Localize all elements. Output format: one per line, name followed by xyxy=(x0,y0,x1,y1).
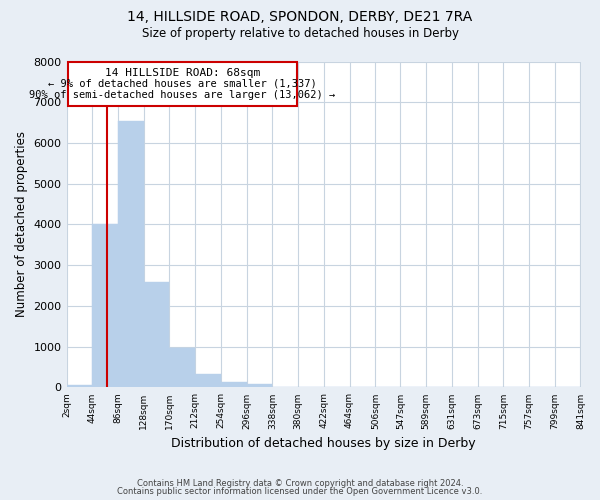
Bar xyxy=(67,385,92,388)
FancyBboxPatch shape xyxy=(68,62,297,106)
Text: Contains public sector information licensed under the Open Government Licence v3: Contains public sector information licen… xyxy=(118,487,482,496)
Bar xyxy=(169,348,195,388)
Bar xyxy=(247,384,272,388)
Text: 14, HILLSIDE ROAD, SPONDON, DERBY, DE21 7RA: 14, HILLSIDE ROAD, SPONDON, DERBY, DE21 … xyxy=(127,10,473,24)
Bar xyxy=(118,120,144,388)
Bar xyxy=(92,224,118,388)
Text: ← 9% of detached houses are smaller (1,337): ← 9% of detached houses are smaller (1,3… xyxy=(48,79,317,89)
Text: 90% of semi-detached houses are larger (13,062) →: 90% of semi-detached houses are larger (… xyxy=(29,90,335,100)
Text: Contains HM Land Registry data © Crown copyright and database right 2024.: Contains HM Land Registry data © Crown c… xyxy=(137,478,463,488)
Text: Size of property relative to detached houses in Derby: Size of property relative to detached ho… xyxy=(142,28,458,40)
Y-axis label: Number of detached properties: Number of detached properties xyxy=(15,132,28,318)
Bar xyxy=(144,282,169,388)
Bar xyxy=(221,382,247,388)
Text: 14 HILLSIDE ROAD: 68sqm: 14 HILLSIDE ROAD: 68sqm xyxy=(104,68,260,78)
Bar xyxy=(195,374,221,388)
X-axis label: Distribution of detached houses by size in Derby: Distribution of detached houses by size … xyxy=(171,437,476,450)
